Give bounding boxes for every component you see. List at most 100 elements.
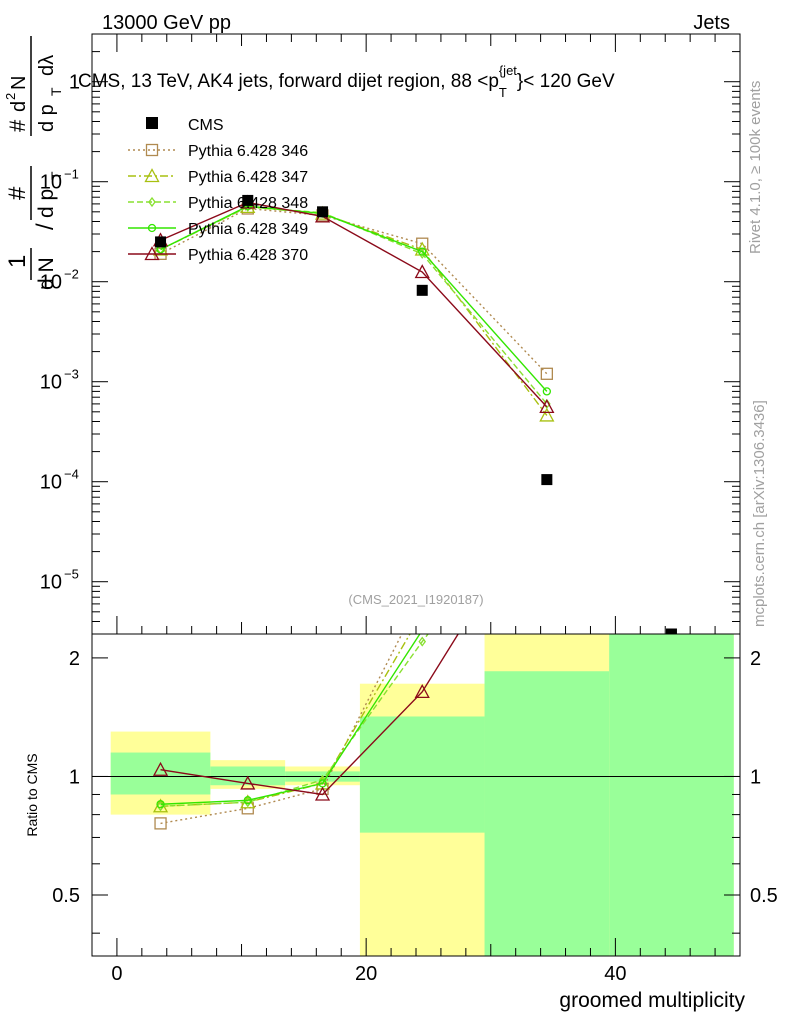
legend-label-346: Pythia 6.428 346 <box>188 143 308 160</box>
axis-ticks: 10−510−410−310−210 −110.5 0.51 12 20 20 40 <box>40 33 778 985</box>
svg-text:#: # <box>4 186 31 200</box>
upper-ytick-exp-0: −5 <box>64 567 79 582</box>
cms-point-1 <box>242 194 254 206</box>
xtick-label-2: 40 <box>604 963 626 985</box>
legend-marker-1 <box>144 168 160 183</box>
svg-text:N: N <box>8 76 30 90</box>
ratio-marker-3-3 <box>420 634 425 635</box>
band-green-3 <box>359 716 485 833</box>
title-sub: T <box>499 85 507 100</box>
legend-cms-label: CMS <box>188 117 224 134</box>
upper-marker-4-3 <box>414 264 430 279</box>
legend-label-347: Pythia 6.428 347 <box>188 169 308 186</box>
cms-point-5 <box>665 628 677 634</box>
upper-ytick-label-0: 10 <box>40 572 62 594</box>
upper-ytick-exp-4: −1 <box>64 167 79 182</box>
rivet-label: Rivet 4.1.0, ≥ 100k events <box>747 81 764 254</box>
lower-ytick-label-right-2: 2 <box>750 648 761 670</box>
cms-point-0 <box>155 236 167 248</box>
analysis-tag: (CMS_2021_I1920187) <box>348 592 483 607</box>
upper-ytick-label-4: 10 <box>40 172 62 194</box>
xtick-label-1: 20 <box>355 963 377 985</box>
ratio-marker-4-3 <box>414 683 430 698</box>
chart-title: CMS, 13 TeV, AK4 jets, forward dijet reg… <box>78 63 615 100</box>
svg-text:/: / <box>32 223 59 230</box>
band-green-4 <box>484 671 610 956</box>
upper-marker-2-4 <box>543 398 551 409</box>
mcplots-label: mcplots.cern.ch [arXiv:1306.3436] <box>751 400 768 627</box>
ratio-marker-4-4 <box>540 485 553 497</box>
ratio-marker-3-1 <box>243 796 252 805</box>
legend-marker-0 <box>145 143 159 157</box>
svg-text:1: 1 <box>4 255 31 268</box>
upper-data <box>152 194 677 634</box>
upper-marker-3-3 <box>418 247 427 256</box>
upper-ytick-exp-1: −4 <box>64 467 79 482</box>
header-right: Jets <box>693 12 730 34</box>
band-green-0 <box>110 752 211 795</box>
svg-text:T: T <box>48 171 64 180</box>
legend-marker-2 <box>148 196 156 208</box>
upper-marker-0-4 <box>540 367 553 380</box>
upper-line-1 <box>160 206 548 416</box>
svg-text:#: # <box>5 119 30 132</box>
ratio-marker-4-0 <box>152 761 169 776</box>
lower-data <box>152 355 553 830</box>
lower-ytick-label-right-1: 1 <box>750 766 761 788</box>
ratio-line-4 <box>160 634 459 796</box>
lower-ytick-label-right-0: 0.5 <box>750 885 778 907</box>
svg-text:2: 2 <box>3 93 18 100</box>
ratio-marker-1-3 <box>416 607 429 619</box>
legend-marker-4 <box>144 246 160 261</box>
header-left: 13000 GeV pp <box>102 12 231 34</box>
ratio-marker-0-4 <box>541 355 552 366</box>
xtick-label-0: 0 <box>111 963 122 985</box>
cms-point-4 <box>541 474 553 486</box>
legend-cms-marker <box>146 117 158 129</box>
x-axis-label: groomed multiplicity <box>559 989 745 1012</box>
legend-label-370: Pythia 6.428 370 <box>188 247 308 264</box>
upper-ytick-exp-2: −3 <box>64 367 79 382</box>
svg-text:dλ: dλ <box>36 55 58 76</box>
upper-marker-1-4 <box>539 407 555 422</box>
upper-y-axis-label: 1 d N / # d p T # d 2 N d p T dλ <box>3 36 64 290</box>
upper-ytick-exp-3: −2 <box>64 267 79 282</box>
band-green-5 <box>609 634 734 956</box>
legend: CMS Pythia 6.428 346 Pythia 6.428 347 Py… <box>128 117 308 264</box>
ratio-marker-2-3 <box>418 636 427 647</box>
ratio-line-3 <box>160 634 421 805</box>
lower-y-axis-label: Ratio to CMS <box>24 753 40 836</box>
upper-marker-2-3 <box>418 248 427 259</box>
svg-text:d N: d N <box>35 257 58 290</box>
svg-text:T: T <box>48 87 64 96</box>
legend-label-349: Pythia 6.428 349 <box>188 221 308 238</box>
upper-ytick-label-3: 10 <box>40 272 62 294</box>
ratio-marker-4-2 <box>314 786 331 801</box>
legend-marker-3 <box>147 223 157 233</box>
lower-ytick-label-left-0: 0.5 <box>52 885 80 907</box>
ratio-marker-4-1 <box>240 775 256 790</box>
svg-text:d p: d p <box>36 104 58 132</box>
cms-point-3 <box>416 284 428 296</box>
cms-point-2 <box>317 206 329 218</box>
upper-marker-3-4 <box>542 387 551 396</box>
upper-marker-4-4 <box>539 399 555 414</box>
upper-line-0 <box>160 207 548 375</box>
svg-text:d p: d p <box>35 189 58 218</box>
title-tail: }< 120 GeV <box>517 71 615 92</box>
title-main: CMS, 13 TeV, AK4 jets, forward dijet reg… <box>78 71 499 92</box>
ratio-marker-2-0 <box>156 801 165 812</box>
ratio-bands <box>110 634 734 956</box>
lower-ytick-label-left-1: 1 <box>69 766 80 788</box>
svg-text:d: d <box>8 101 30 112</box>
upper-ytick-label-1: 10 <box>40 472 62 494</box>
ratio-marker-3-0 <box>156 800 165 809</box>
title-sup: {jet <box>499 63 517 78</box>
lower-ytick-label-left-2: 2 <box>69 648 80 670</box>
upper-ytick-label-2: 10 <box>40 372 62 394</box>
ratio-marker-3-4 <box>543 426 550 433</box>
ratio-marker-0-0 <box>154 817 167 830</box>
upper-ytick-label-5: 1 <box>69 72 80 94</box>
ratio-marker-1-4 <box>540 517 553 529</box>
